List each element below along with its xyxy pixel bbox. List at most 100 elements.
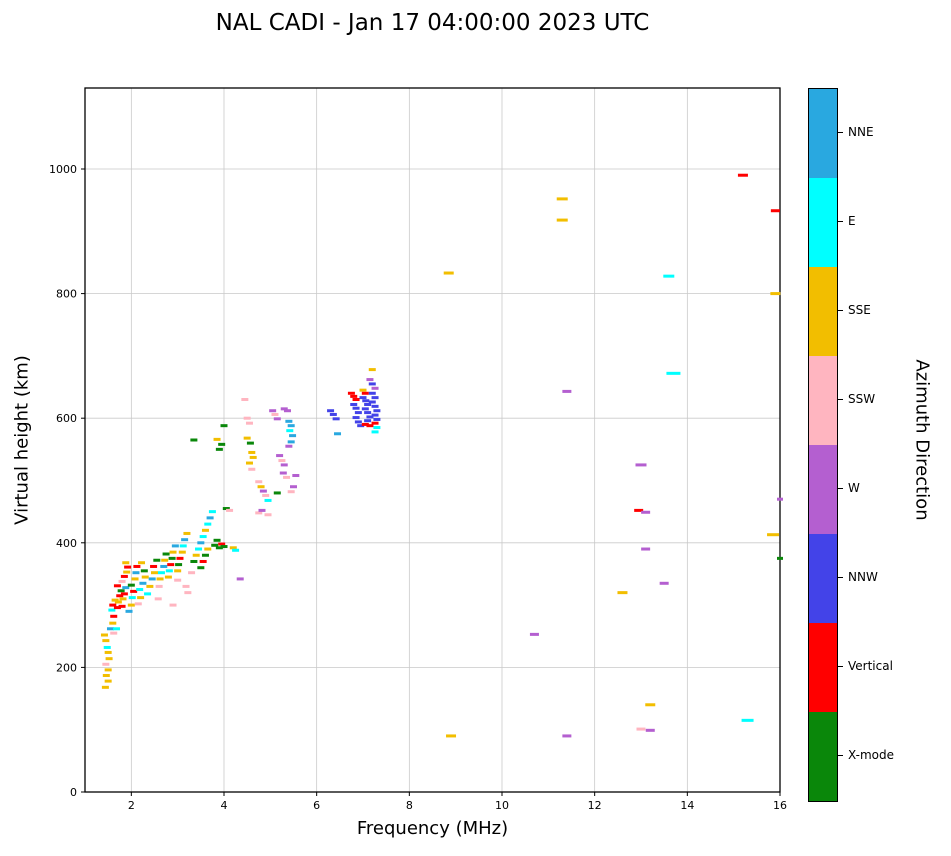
data-point [110,631,118,635]
data-point [179,544,187,548]
data-point [174,569,182,573]
colorbar-tick [838,666,843,667]
data-point [635,463,647,467]
data-point [334,432,342,436]
data-point [122,561,130,565]
data-point [641,510,651,514]
data-point [132,571,140,575]
data-point [120,592,128,596]
data-point [262,493,270,497]
data-point [770,209,780,213]
data-point [364,419,372,423]
data-point [562,389,572,393]
data-point [204,522,212,526]
colorbar-label-e: E [848,213,856,228]
data-point [264,498,272,502]
data-point [246,441,254,445]
plot-frame [84,87,781,793]
data-point [373,426,381,430]
data-point [105,657,113,661]
data-point [264,513,272,517]
data-point [113,627,121,631]
data-point [276,454,284,458]
data-point [258,508,266,512]
data-point [184,591,192,595]
data-point [134,602,142,606]
data-point [255,480,263,484]
data-point [114,600,122,604]
data-point [213,538,221,542]
data-point [150,564,158,568]
data-point [109,621,117,625]
data-point [245,461,253,465]
data-point [777,556,783,560]
colorbar-label-x-mode: X-mode [848,747,894,762]
data-point [371,396,379,400]
data-point [279,471,287,475]
data-point [636,727,646,731]
data-point [663,274,675,278]
data-point [248,467,256,471]
x-tick-label: 6 [313,799,320,812]
data-point [271,412,279,416]
azimuth-colorbar [808,88,838,802]
colorbar-tick [838,221,843,222]
data-point [118,579,126,583]
data-point [741,718,754,722]
data-point [190,559,198,563]
data-point [634,508,644,512]
data-point [213,437,221,441]
data-point [529,632,539,636]
data-point [359,388,367,392]
data-point [113,606,121,610]
data-point [199,559,207,563]
data-point [222,507,230,511]
data-point [156,577,164,581]
colorbar-tick [838,310,843,311]
x-tick-label: 14 [680,799,694,812]
data-point [371,421,379,425]
data-point [127,583,135,587]
data-point [280,463,288,467]
data-point [160,564,168,568]
data-point [280,407,288,411]
data-point [220,545,228,549]
colorbar-label-sse: SSE [848,302,871,317]
y-tick-label: 800 [56,288,77,301]
data-point [229,546,237,550]
data-point [243,416,251,420]
data-point [167,563,175,567]
data-point [181,538,189,542]
data-point [140,569,148,573]
data-point [125,609,133,613]
data-point [204,547,212,551]
x-axis-label: Frequency (MHz) [356,818,509,839]
data-point [137,596,145,600]
data-point [199,535,207,539]
data-point [127,603,135,607]
data-point [259,489,267,493]
data-point [195,547,203,551]
colorbar-segment-w [809,445,837,534]
y-tick-label: 200 [56,661,77,674]
data-point [556,218,568,222]
data-point [645,728,655,732]
data-point [666,371,681,375]
data-point [241,398,249,402]
colorbar-segment-e [809,178,837,267]
data-point [120,574,128,578]
data-point [182,584,190,588]
colorbar-segment-nnw [809,534,837,623]
y-tick-label: 0 [70,786,77,799]
data-point [168,556,176,560]
data-point [357,424,365,428]
x-tick-label: 4 [221,799,228,812]
data-point [350,394,358,398]
data-point [169,550,177,554]
data-point [201,528,209,532]
data-point [183,531,191,535]
data-point [155,584,163,588]
data-point [287,424,295,428]
data-point [169,603,177,607]
data-point [100,633,108,637]
